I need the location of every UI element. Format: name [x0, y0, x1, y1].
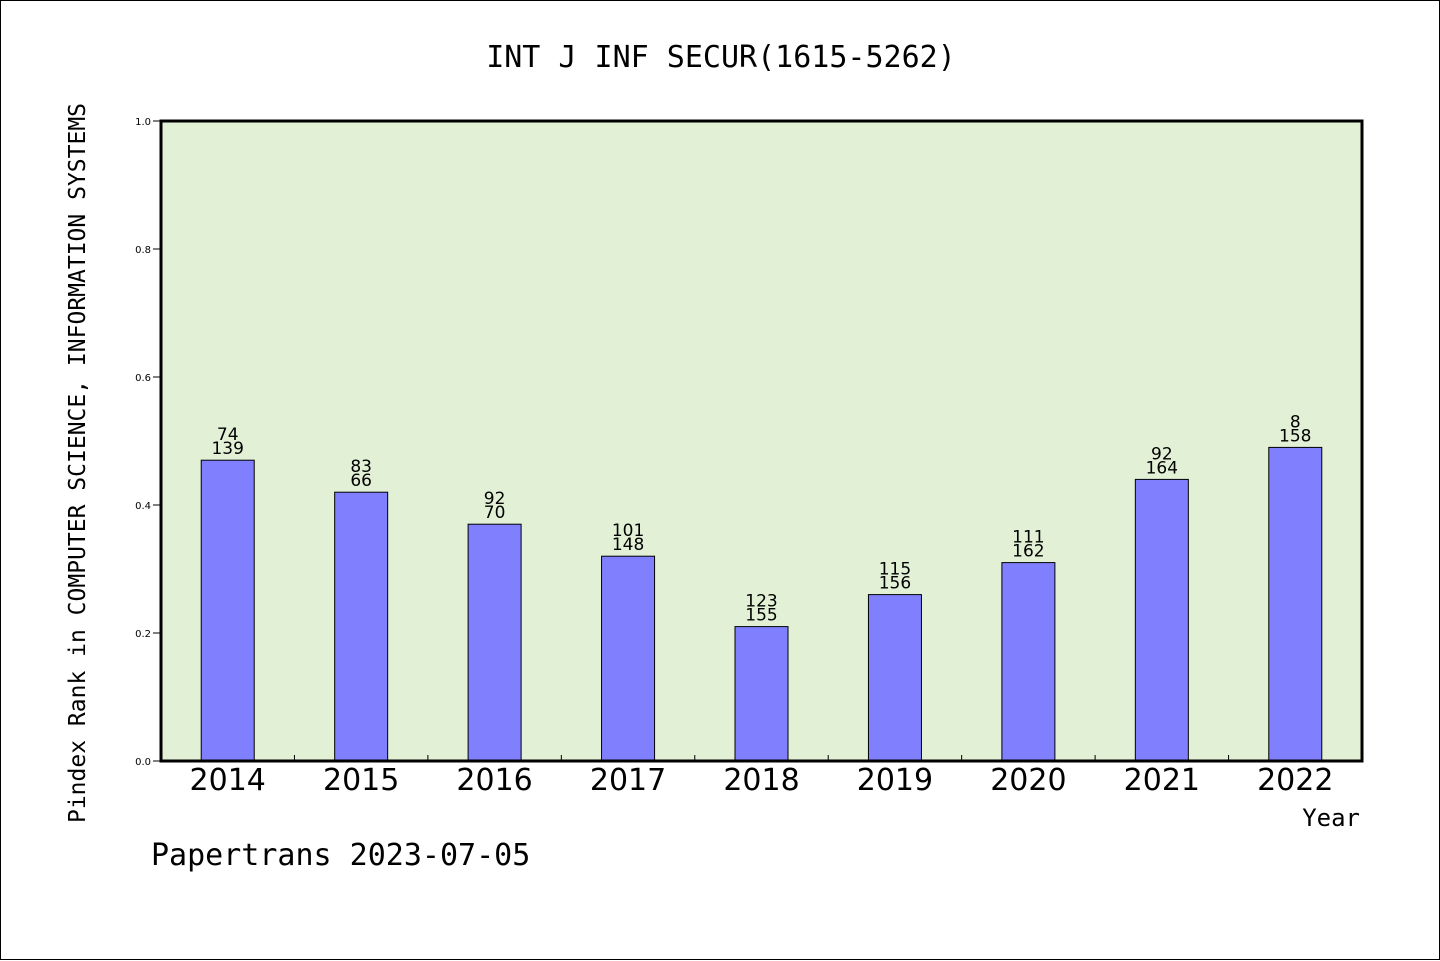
x-tick-label: 2019: [857, 763, 933, 798]
x-tick-label: 2021: [1124, 763, 1200, 798]
bar-label-bottom: 148: [612, 535, 644, 555]
x-axis-ticks: 2014 2015 2016 2017 2018 2019 2020 2021 2022: [190, 755, 1333, 798]
x-tick-label: 2015: [323, 763, 399, 798]
bar-label-bottom: 139: [211, 439, 243, 459]
bar-2022: [1268, 446, 1323, 762]
y-axis-ticks: 0.0 0.2 0.4 0.6 0.8 1.0: [135, 117, 161, 768]
bar-label-top: 92: [1151, 444, 1173, 464]
x-tick-label: 2020: [990, 763, 1066, 798]
x-tick-label: 2016: [456, 763, 532, 798]
x-axis-label: Year: [1302, 804, 1360, 832]
x-tick-label: 2014: [190, 763, 266, 798]
bar-label-bottom: 162: [1012, 542, 1044, 562]
bar-label-top: 111: [1012, 528, 1044, 548]
bar-2018: [734, 626, 789, 762]
plot-border: [159, 119, 1364, 763]
bar-label-bottom: 66: [350, 471, 372, 491]
x-tick-label: 2018: [723, 763, 799, 798]
y-tick-label: 0.4: [135, 501, 151, 512]
y-tick-label: 0.0: [135, 757, 151, 768]
y-tick-label: 0.6: [135, 373, 151, 384]
bar-2017: [601, 555, 656, 762]
bars: 7413983669270101148123155115156111162921…: [200, 412, 1323, 762]
bar-label-bottom: 164: [1146, 458, 1178, 478]
bar-label-bottom: 70: [484, 503, 506, 523]
bar-label-top: 83: [350, 457, 372, 477]
x-tick-label: 2022: [1257, 763, 1333, 798]
bar-label-top: 115: [879, 560, 911, 580]
bar-label-top: 92: [484, 489, 506, 509]
y-tick-label: 1.0: [135, 117, 151, 128]
bar-2020: [1001, 562, 1056, 762]
bar-label-top: 8: [1290, 412, 1301, 432]
x-tick-label: 2017: [590, 763, 666, 798]
bar-2021: [1134, 478, 1189, 762]
y-axis-label: Pindex Rank in COMPUTER SCIENCE, INFORMA…: [65, 103, 91, 823]
y-tick-label: 0.8: [135, 245, 151, 256]
bar-label-top: 123: [745, 592, 777, 612]
bar-2015: [334, 491, 389, 762]
bar-label-bottom: 156: [879, 574, 911, 594]
footer-credit: Papertrans 2023-07-05: [151, 838, 530, 873]
bar-label-top: 101: [612, 521, 644, 541]
bar-2016: [467, 523, 522, 762]
chart-title: INT J INF SECUR(1615-5262): [486, 40, 956, 75]
bar-label-bottom: 158: [1279, 426, 1311, 446]
bar-label-bottom: 155: [745, 606, 777, 626]
y-tick-label: 0.2: [135, 629, 151, 640]
bar-label-top: 74: [217, 425, 239, 445]
bar-2019: [867, 594, 922, 762]
bar-2014: [200, 459, 255, 762]
